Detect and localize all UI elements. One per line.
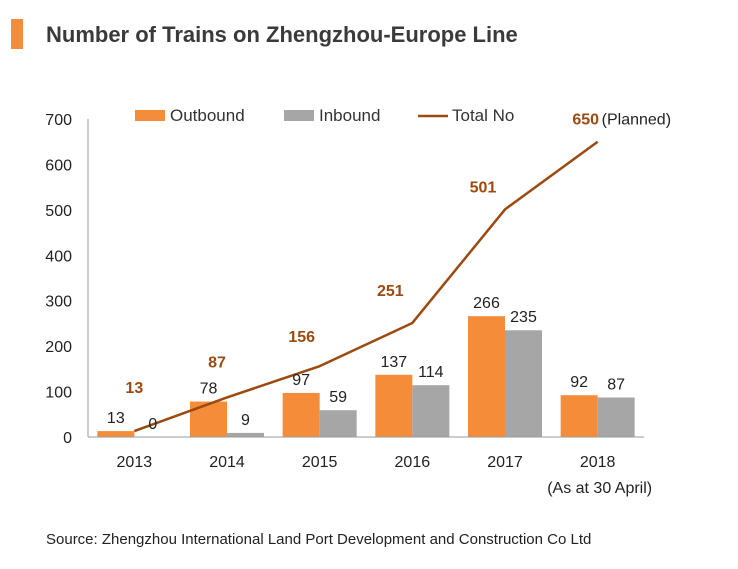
inbound-value-label: 87 <box>607 376 625 393</box>
bar-inbound <box>319 410 357 437</box>
total-series-line <box>133 140 599 433</box>
outbound-value-label: 92 <box>570 374 588 391</box>
y-tick-label: 500 <box>45 203 72 220</box>
total-line <box>133 140 599 433</box>
inbound-value-label: 9 <box>241 412 250 429</box>
chart: 0 100 200 300 400 500 600 700 13 0 78 9 97 59 137 114 2… <box>45 106 671 497</box>
bar-inbound <box>505 330 542 437</box>
total-value-label: 156 <box>288 329 315 346</box>
y-tick-label: 600 <box>45 157 72 174</box>
x-tick-label: 2017 <box>487 454 523 471</box>
inbound-value-label: 114 <box>418 364 444 381</box>
legend-label-outbound: Outbound <box>170 106 245 125</box>
source-note: Source: Zhengzhou International Land Por… <box>46 531 592 548</box>
y-tick-label: 400 <box>45 248 72 265</box>
y-tick-label: 100 <box>45 385 72 402</box>
total-value-label: 650 <box>572 112 599 129</box>
bar-outbound <box>468 316 505 437</box>
total-value-label: 251 <box>377 283 404 300</box>
outbound-value-label: 97 <box>292 372 310 389</box>
x-tick-label: 2015 <box>302 454 338 471</box>
outbound-value-label: 137 <box>380 354 407 371</box>
total-value-label: 87 <box>208 354 226 371</box>
outbound-value-label: 78 <box>200 381 218 398</box>
bar-inbound <box>227 432 264 437</box>
legend-swatch-outbound <box>135 110 165 121</box>
legend-label-total: Total No <box>452 106 514 125</box>
y-tick-label: 0 <box>63 430 72 447</box>
bar-inbound <box>412 385 450 437</box>
bar-outbound <box>282 392 320 437</box>
x-tick-label: 2013 <box>117 454 153 471</box>
y-tick-label: 700 <box>45 112 72 129</box>
bars <box>97 316 635 437</box>
bar-outbound <box>97 431 135 437</box>
outbound-value-label: 13 <box>107 410 125 427</box>
legend-swatch-inbound <box>284 110 314 121</box>
inbound-value-label: 0 <box>148 416 157 433</box>
title-accent-bar <box>11 19 23 49</box>
data-labels: 13 0 78 9 97 59 137 114 266 235 92 87 13 87 156 251 501 6… <box>107 112 671 433</box>
bar-outbound <box>560 395 598 437</box>
bar-outbound <box>375 374 413 437</box>
x-axis: 2013 2014 2015 2016 2017 2018 (As at 30 April) <box>88 436 652 497</box>
x-tick-label: 2018 <box>580 454 616 471</box>
bar-inbound <box>597 397 635 437</box>
chart-title: Number of Trains on Zhengzhou-Europe Lin… <box>46 22 518 47</box>
y-tick-label: 300 <box>45 294 72 311</box>
y-axis: 0 100 200 300 400 500 600 700 <box>45 112 89 447</box>
x-tick-label: 2016 <box>395 454 431 471</box>
x-tick-note: (As at 30 April) <box>547 480 652 497</box>
x-tick-label: 2014 <box>209 454 245 471</box>
legend-label-inbound: Inbound <box>319 106 380 125</box>
total-value-label: 13 <box>125 380 143 397</box>
legend: Outbound Inbound Total No <box>135 106 514 125</box>
bar-outbound <box>190 401 227 437</box>
inbound-value-label: 59 <box>329 389 347 406</box>
total-note-label: (Planned) <box>602 112 671 129</box>
total-value-label: 501 <box>470 179 497 196</box>
inbound-value-label: 235 <box>510 309 537 326</box>
outbound-value-label: 266 <box>473 295 500 312</box>
y-tick-label: 200 <box>45 339 72 356</box>
